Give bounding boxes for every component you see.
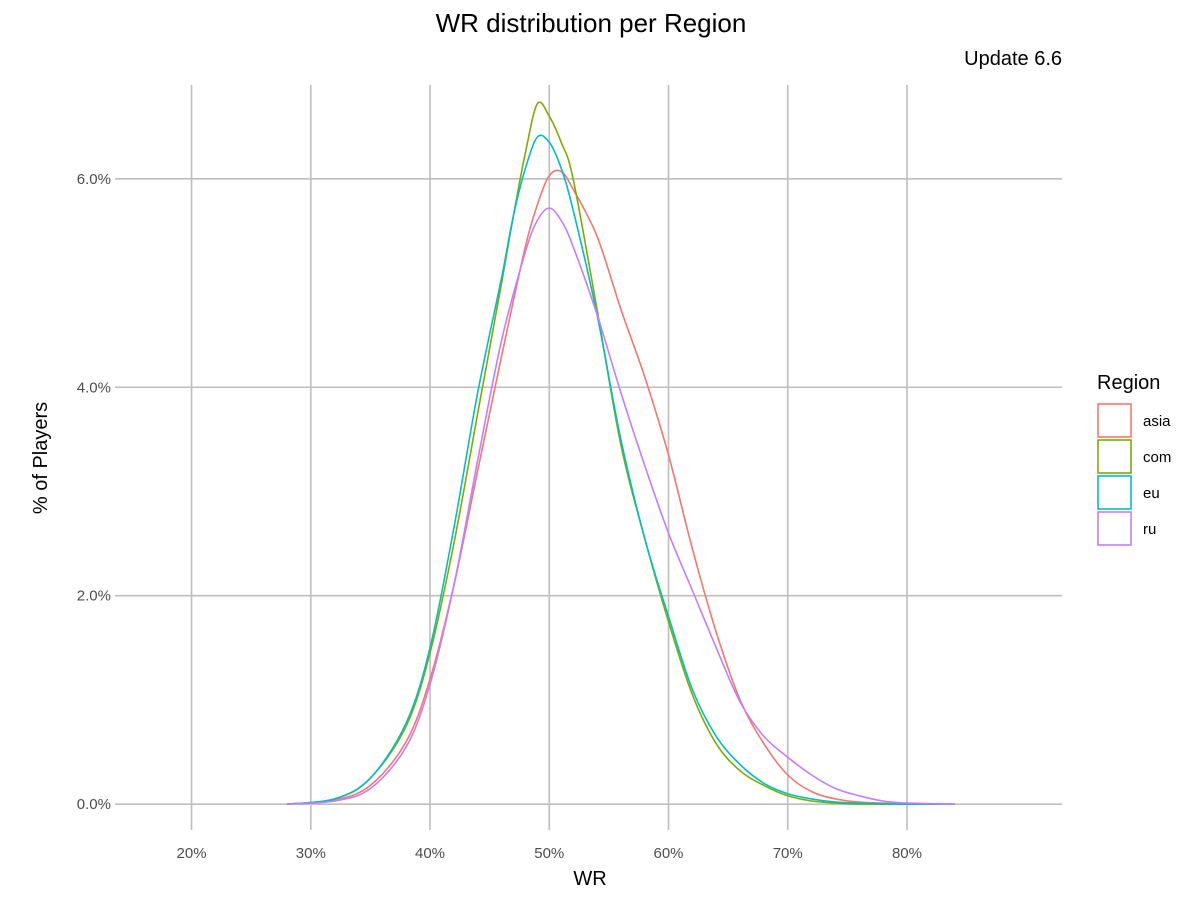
series-line-com	[286, 101, 955, 806]
series-line-asia	[286, 169, 955, 806]
legend-label-eu: eu	[1143, 485, 1160, 502]
grid-layer	[115, 85, 1062, 830]
legend-key-ru	[1097, 511, 1132, 546]
y-tick-label: 2.0%	[77, 588, 111, 605]
x-axis-title: WR	[573, 868, 606, 890]
series-layer	[286, 101, 955, 806]
legend-label-ru: ru	[1143, 521, 1156, 538]
chart-title: WR distribution per Region	[435, 8, 747, 38]
x-tick-label: 30%	[296, 845, 326, 862]
y-tick-labels: 0.0% 2.0% 4.0% 6.0%	[77, 171, 111, 813]
x-tick-label: 60%	[653, 845, 683, 862]
x-tick-label: 70%	[773, 845, 803, 862]
legend-label-asia: asia	[1143, 413, 1171, 430]
y-tick-label: 0.0%	[77, 796, 111, 813]
x-tick-label: 50%	[534, 845, 564, 862]
x-tick-label: 80%	[892, 845, 922, 862]
legend-item-asia: asia	[1097, 403, 1171, 438]
x-tick-label: 40%	[415, 845, 445, 862]
legend-key-com	[1097, 439, 1132, 474]
legend-item-eu: eu	[1097, 475, 1160, 510]
legend-item-com: com	[1097, 439, 1171, 474]
legend-item-ru: ru	[1097, 511, 1156, 546]
chart-subtitle: Update 6.6	[964, 48, 1062, 70]
series-line-ru	[286, 207, 955, 805]
y-tick-label: 4.0%	[77, 379, 111, 396]
x-tick-label: 20%	[177, 845, 207, 862]
legend-key-eu	[1097, 475, 1132, 510]
x-tick-labels: 20% 30% 40% 50% 60% 70% 80%	[177, 845, 922, 862]
legend-label-com: com	[1143, 449, 1171, 466]
y-axis-title: % of Players	[30, 402, 52, 514]
y-tick-label: 6.0%	[77, 171, 111, 188]
series-line-eu	[286, 134, 955, 806]
legend-title: Region	[1097, 372, 1160, 394]
legend-key-asia	[1097, 403, 1132, 438]
legend: Region asia com eu ru	[1097, 372, 1171, 546]
